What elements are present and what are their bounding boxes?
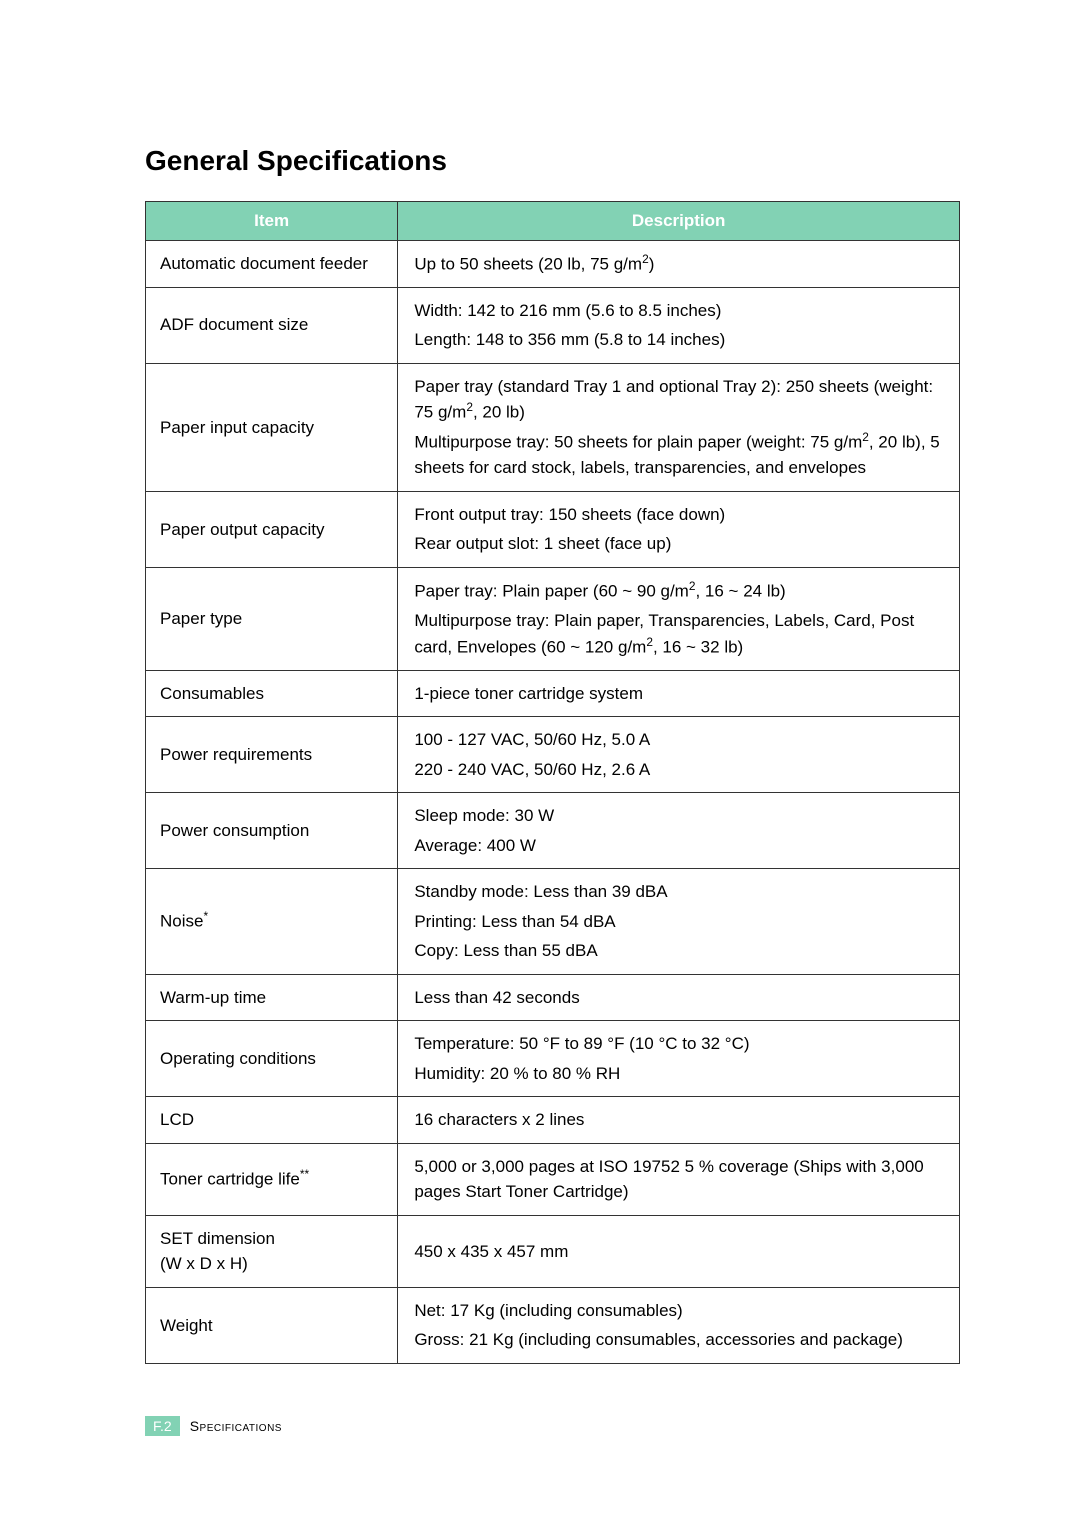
item-cell: Warm-up time — [146, 974, 398, 1021]
table-row: Operating conditionsTemperature: 50 °F t… — [146, 1021, 960, 1097]
desc-cell: Paper tray: Plain paper (60 ~ 90 g/m2, 1… — [398, 567, 960, 670]
table-row: Paper input capacityPaper tray (standard… — [146, 363, 960, 491]
item-cell: Consumables — [146, 670, 398, 717]
desc-cell: 1-piece toner cartridge system — [398, 670, 960, 717]
item-cell: ADF document size — [146, 287, 398, 363]
spec-table: Item Description Automatic document feed… — [145, 201, 960, 1364]
table-row: Consumables1-piece toner cartridge syste… — [146, 670, 960, 717]
table-row: SET dimension(W x D x H)450 x 435 x 457 … — [146, 1215, 960, 1287]
footer-label: Specifications — [190, 1418, 282, 1434]
desc-cell: Width: 142 to 216 mm (5.6 to 8.5 inches)… — [398, 287, 960, 363]
table-row: Power consumptionSleep mode: 30 WAverage… — [146, 793, 960, 869]
page-title: General Specifications — [145, 145, 960, 177]
desc-cell: 450 x 435 x 457 mm — [398, 1215, 960, 1287]
desc-cell: Less than 42 seconds — [398, 974, 960, 1021]
desc-cell: Net: 17 Kg (including consumables)Gross:… — [398, 1287, 960, 1363]
item-cell: Power consumption — [146, 793, 398, 869]
item-cell: SET dimension(W x D x H) — [146, 1215, 398, 1287]
table-row: Noise*Standby mode: Less than 39 dBAPrin… — [146, 869, 960, 975]
page-footer: F.2 Specifications — [145, 1416, 282, 1436]
desc-cell: Up to 50 sheets (20 lb, 75 g/m2) — [398, 240, 960, 287]
desc-cell: Sleep mode: 30 WAverage: 400 W — [398, 793, 960, 869]
header-item: Item — [146, 202, 398, 241]
item-cell: Paper output capacity — [146, 491, 398, 567]
desc-cell: Standby mode: Less than 39 dBAPrinting: … — [398, 869, 960, 975]
desc-cell: 16 characters x 2 lines — [398, 1097, 960, 1144]
item-cell: Automatic document feeder — [146, 240, 398, 287]
table-row: Automatic document feederUp to 50 sheets… — [146, 240, 960, 287]
desc-cell: 5,000 or 3,000 pages at ISO 19752 5 % co… — [398, 1143, 960, 1215]
desc-cell: Paper tray (standard Tray 1 and optional… — [398, 363, 960, 491]
desc-cell: Front output tray: 150 sheets (face down… — [398, 491, 960, 567]
desc-cell: 100 - 127 VAC, 50/60 Hz, 5.0 A220 - 240 … — [398, 717, 960, 793]
item-cell: Power requirements — [146, 717, 398, 793]
header-desc: Description — [398, 202, 960, 241]
table-row: Warm-up timeLess than 42 seconds — [146, 974, 960, 1021]
item-cell: Operating conditions — [146, 1021, 398, 1097]
item-cell: Noise* — [146, 869, 398, 975]
item-cell: LCD — [146, 1097, 398, 1144]
table-row: Paper output capacityFront output tray: … — [146, 491, 960, 567]
item-cell: Paper type — [146, 567, 398, 670]
footer-badge: F.2 — [145, 1416, 180, 1436]
table-row: LCD16 characters x 2 lines — [146, 1097, 960, 1144]
table-row: Toner cartridge life**5,000 or 3,000 pag… — [146, 1143, 960, 1215]
table-row: WeightNet: 17 Kg (including consumables)… — [146, 1287, 960, 1363]
table-row: ADF document sizeWidth: 142 to 216 mm (5… — [146, 287, 960, 363]
table-row: Paper typePaper tray: Plain paper (60 ~ … — [146, 567, 960, 670]
item-cell: Paper input capacity — [146, 363, 398, 491]
item-cell: Weight — [146, 1287, 398, 1363]
table-row: Power requirements100 - 127 VAC, 50/60 H… — [146, 717, 960, 793]
item-cell: Toner cartridge life** — [146, 1143, 398, 1215]
desc-cell: Temperature: 50 °F to 89 °F (10 °C to 32… — [398, 1021, 960, 1097]
